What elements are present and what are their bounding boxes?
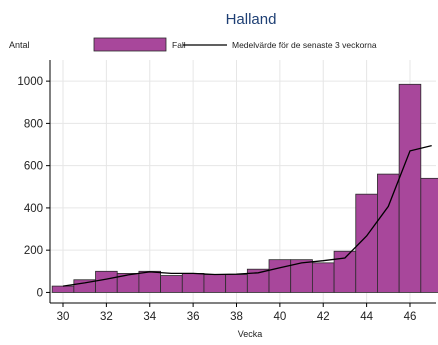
x-ticks: 30 32 34 36 38 40 42 44 46 bbox=[57, 303, 417, 323]
bars bbox=[51, 83, 438, 293]
x-axis-label: Vecka bbox=[238, 329, 263, 339]
axes bbox=[49, 60, 436, 304]
x-tick-label: 30 bbox=[57, 311, 70, 323]
y-ticks: 0 200 400 600 800 1000 bbox=[17, 76, 50, 299]
bar bbox=[51, 285, 75, 293]
y-axis-label: Antal bbox=[9, 40, 30, 50]
average-line-group bbox=[62, 144, 432, 287]
gridlines bbox=[50, 60, 436, 303]
y-tick-label: 600 bbox=[24, 161, 43, 173]
y-tick-label: 0 bbox=[37, 287, 43, 299]
x-tick-label: 36 bbox=[187, 311, 200, 323]
bar bbox=[377, 173, 400, 293]
x-tick-label: 38 bbox=[230, 311, 243, 323]
bar bbox=[268, 259, 292, 293]
legend-swatch-bars bbox=[93, 37, 167, 52]
y-tick-label: 1000 bbox=[17, 76, 43, 88]
x-tick-label: 40 bbox=[273, 311, 286, 323]
bar bbox=[181, 273, 205, 293]
chart-title: Halland bbox=[226, 11, 277, 28]
y-tick-label: 200 bbox=[24, 245, 43, 257]
y-tick-label: 400 bbox=[24, 203, 43, 215]
y-tick-label: 800 bbox=[24, 118, 43, 130]
bar bbox=[420, 177, 438, 293]
x-tick-label: 42 bbox=[317, 311, 330, 323]
x-tick-label: 32 bbox=[100, 311, 113, 323]
legend-label-line: Medelvärde för de senaste 3 veckorna bbox=[232, 40, 377, 50]
bar bbox=[398, 83, 422, 293]
bar bbox=[203, 274, 227, 293]
bar bbox=[311, 262, 335, 293]
x-tick-label: 44 bbox=[360, 311, 373, 323]
x-tick-label: 46 bbox=[404, 311, 417, 323]
average-line bbox=[62, 144, 432, 287]
legend: Fall Medelvärde för de senaste 3 veckorn… bbox=[93, 37, 377, 52]
bar bbox=[138, 270, 161, 293]
bar bbox=[95, 270, 118, 293]
bar bbox=[160, 275, 183, 293]
legend-label-bars: Fall bbox=[172, 40, 186, 50]
x-tick-label: 34 bbox=[143, 311, 156, 323]
bar bbox=[225, 274, 248, 293]
